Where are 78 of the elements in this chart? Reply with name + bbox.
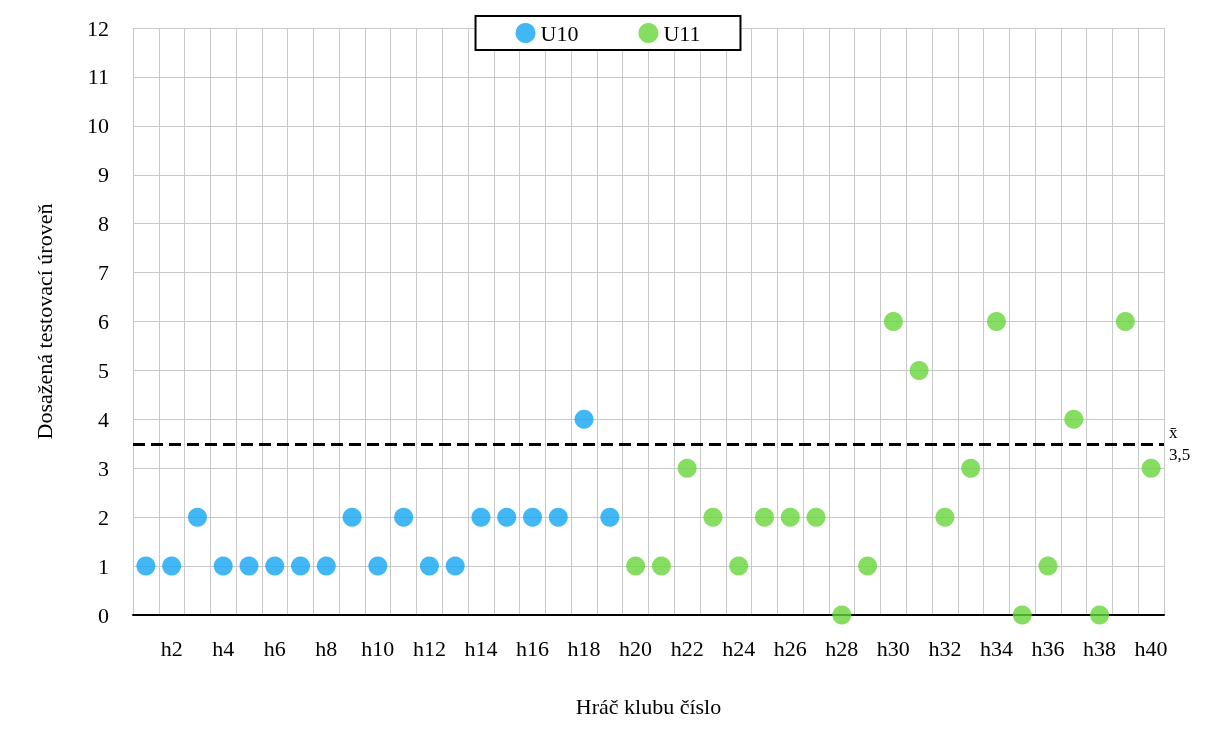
point: [858, 556, 878, 576]
x-tick-label: h10: [361, 635, 395, 661]
point: [1115, 312, 1135, 331]
x-tick-label: h4: [212, 635, 235, 661]
y-tick-label: 9: [98, 162, 109, 188]
point: [342, 507, 362, 527]
point: [961, 458, 981, 478]
point: [832, 605, 852, 625]
x-tick-label: h6: [263, 635, 286, 661]
point: [471, 507, 491, 527]
x-tick-label: h20: [619, 635, 653, 661]
x-tick-label: h14: [464, 635, 498, 661]
point: [1012, 605, 1032, 625]
point: [626, 556, 646, 576]
point: [445, 556, 465, 576]
point: [651, 556, 671, 576]
point: [677, 458, 697, 478]
y-tick-label: 11: [87, 64, 109, 90]
x-tick-label: h34: [979, 635, 1013, 661]
point: [729, 556, 749, 576]
point: [213, 556, 233, 576]
x-tick-label: h40: [1134, 635, 1168, 661]
point: [574, 409, 594, 429]
point: [935, 507, 955, 527]
y-tick-label: 6: [98, 309, 109, 334]
y-tick-label: 1: [98, 553, 109, 579]
x-tick-label: h22: [670, 635, 704, 661]
y-axis-title: Dosažená testovací úroveň: [31, 203, 57, 440]
y-tick-label: 8: [98, 211, 109, 237]
x-tick-label: h24: [722, 635, 756, 661]
point: [265, 556, 285, 576]
point: [883, 312, 903, 331]
y-tick-label: 12: [87, 15, 109, 41]
y-tick-label: 7: [98, 260, 109, 286]
x-axis-title: Hráč klubu číslo: [575, 693, 722, 719]
y-tick-label: 2: [98, 504, 109, 530]
point: [497, 507, 517, 527]
point: [394, 507, 414, 527]
x-tick-label: h18: [567, 635, 601, 661]
ref-line-label: x̄ 3,5: [1169, 423, 1191, 465]
point: [600, 507, 620, 527]
point: [187, 507, 207, 527]
point: [136, 556, 156, 576]
point: [368, 556, 388, 576]
point: [162, 556, 182, 576]
x-tick-label: h36: [1031, 635, 1065, 661]
point: [755, 507, 774, 527]
x-tick-label: h30: [876, 635, 910, 661]
y-tick-label: 3: [98, 455, 109, 481]
point: [780, 507, 800, 527]
x-tick-label: h28: [825, 635, 859, 661]
point: [1038, 556, 1058, 576]
point: [703, 507, 723, 527]
legend-label: U10: [540, 20, 579, 46]
y-tick-label: 0: [98, 602, 109, 628]
x-tick-label: h8: [315, 635, 338, 661]
x-tick-label: h16: [516, 635, 550, 661]
x-tick-label: h32: [928, 635, 962, 661]
point: [806, 507, 826, 527]
x-tick-label: h38: [1083, 635, 1117, 661]
point: [419, 556, 439, 576]
point: [909, 360, 929, 380]
point: [1064, 409, 1084, 429]
point: [523, 507, 543, 527]
point: [1141, 458, 1161, 478]
y-tick-label: 5: [98, 357, 109, 383]
y-tick-label: 4: [98, 406, 109, 432]
x-tick-label: h12: [412, 635, 446, 661]
point: [239, 556, 259, 576]
x-tick-label: h26: [773, 635, 807, 661]
x-tick-label: h2: [160, 635, 183, 661]
point: [986, 312, 1006, 331]
point: [1090, 605, 1110, 625]
point: [548, 507, 568, 527]
point: [316, 556, 336, 576]
legend-label: U11: [663, 20, 701, 46]
point: [291, 556, 311, 576]
y-tick-label: 10: [87, 113, 109, 139]
